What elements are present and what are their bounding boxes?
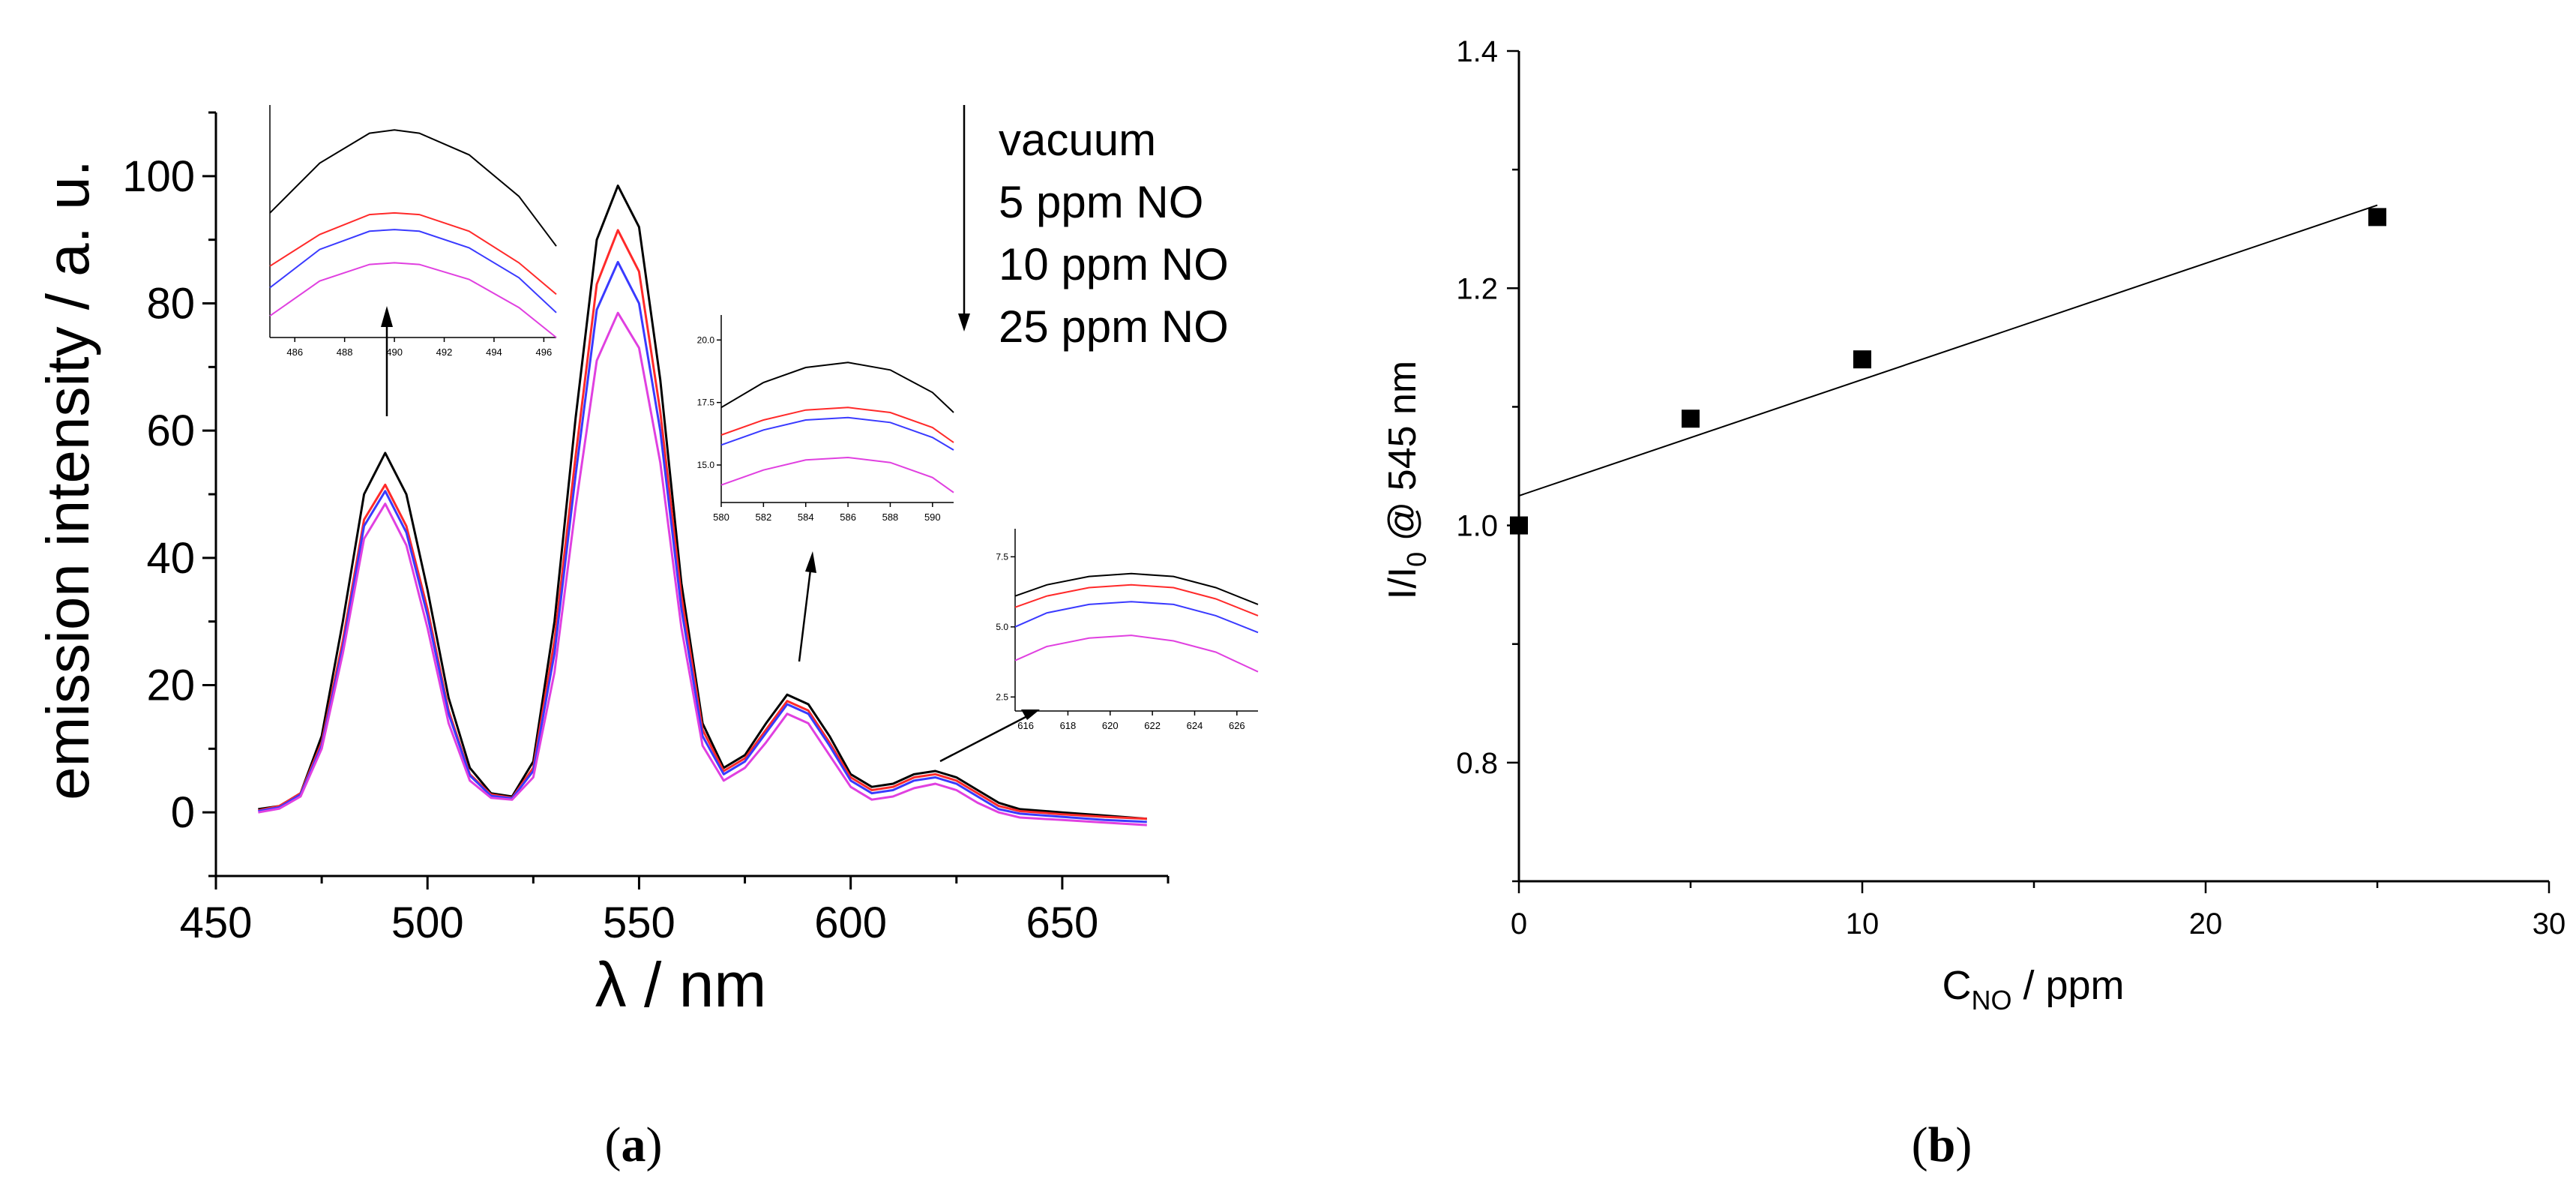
inset-3: 616 618 620 622 624 626 2.5 5.0 7.5 [996,529,1259,731]
inset-series-line-3 [269,262,557,338]
inset-x-tick-label: 618 [1060,720,1077,731]
panel-b-axes: 0 10 20 30 0.8 1.0 1.2 1.4 [1456,35,2566,940]
a-y-tick-label: 40 [146,534,195,583]
panel-a-series [258,184,1147,826]
b-data-point [1510,516,1528,535]
inset-x-tick-label: 492 [436,346,453,358]
b-x-tick-label: 0 [1511,908,1527,940]
inset-y-tick-label: 17.5 [697,398,715,408]
inset-series-line-1 [269,212,557,296]
b-y-tick-label: 1.2 [1456,272,1498,305]
b-fit-line [1518,204,2378,496]
inset2-pointer-line [798,569,812,662]
inset-series-line-2 [269,229,557,314]
panel-b: 0 10 20 30 0.8 1.0 1.2 1.4 CNO / ppm I/I0 @ 545… [1381,35,2566,1172]
inset-x-tick-label: 582 [756,512,772,523]
inset-x-tick-label: 488 [337,346,353,358]
inset-x-tick-label: 590 [924,512,941,523]
inset-2: 580 582 584 586 588 590 15.0 17.5 20.0 [697,315,954,523]
inset-series-line-3 [720,456,954,494]
inset-series-line-3 [1014,634,1259,673]
a-series-line-1 [258,229,1147,820]
inset-pointer-arrows [381,306,1040,763]
inset3-pointer-line [939,715,1028,763]
inset-y-tick-label: 5.0 [996,622,1008,632]
panel-b-xlabel: CNO / ppm [1942,963,2124,1016]
inset-y-tick-label: 20.0 [697,334,715,345]
a-series-line-0 [258,184,1147,820]
legend-item-5ppm: 5 ppm NO [999,177,1203,227]
inset-series-line-2 [1014,601,1259,634]
b-data-point [1682,410,1700,428]
b-y-tick-label: 0.8 [1456,747,1498,780]
inset-x-tick-label: 624 [1187,720,1203,731]
a-series-line-2 [258,260,1147,824]
a-series-line-3 [258,311,1147,826]
inset2-arrow-up-icon [805,551,816,573]
b-x-tick-label: 10 [1846,908,1880,940]
inset-x-tick-label: 494 [486,346,502,358]
inset-x-tick-label: 580 [713,512,729,523]
b-data-point [1853,350,1871,369]
a-x-tick-label: 450 [180,898,253,947]
inset-x-tick-label: 490 [386,346,403,358]
a-x-tick-label: 500 [391,898,464,947]
b-data-point [2368,208,2386,226]
a-x-tick-label: 550 [603,898,675,947]
panel-a-axes: 450 500 550 600 650 0 20 40 60 80 100 [122,111,1170,947]
legend-arrow-down-icon [958,314,970,332]
inset-series-line-0 [269,129,557,247]
panel-a-insets: 486 488 490 492 494 496 580 582 584 586 588 590 15.0… [269,105,1259,731]
inset-x-tick-label: 584 [798,512,814,523]
inset-y-tick-label: 15.0 [697,460,715,470]
panel-a: 450 500 550 600 650 0 20 40 60 80 100 λ / nm emiss… [34,105,1259,1172]
legend-item-10ppm: 10 ppm NO [999,239,1229,290]
b-x-tick-label: 30 [2533,908,2566,940]
a-y-tick-label: 20 [146,662,195,710]
b-y-tick-label: 1.0 [1456,510,1498,543]
a-x-tick-label: 650 [1026,898,1098,947]
caption-a: (a) [605,1118,663,1172]
b-y-tick-label: 1.4 [1456,35,1498,68]
legend-item-25ppm: 25 ppm NO [999,302,1229,352]
a-y-tick-label: 60 [146,406,195,455]
panel-a-ylabel: emission intensity / a. u. [34,160,101,800]
inset-1: 486 488 490 492 494 496 [269,105,557,358]
a-y-tick-label: 80 [146,280,195,328]
inset-x-tick-label: 496 [536,346,553,358]
legend-item-vacuum: vacuum [999,115,1156,165]
inset-series-line-0 [1014,572,1259,605]
inset-series-line-2 [720,416,954,451]
inset-x-tick-label: 588 [882,512,899,523]
a-x-tick-label: 600 [814,898,887,947]
a-y-tick-label: 100 [122,152,195,201]
inset-x-tick-label: 622 [1144,720,1161,731]
caption-b: (b) [1912,1118,1972,1172]
panel-b-ylabel: I/I0 @ 545 nm [1381,361,1432,600]
a-y-tick-label: 0 [171,788,195,837]
inset-series-line-1 [720,406,954,443]
inset-x-tick-label: 616 [1017,720,1034,731]
panel-a-legend: vacuum 5 ppm NO 10 ppm NO 25 ppm NO [958,105,1229,352]
inset-x-tick-label: 586 [840,512,856,523]
panel-b-plot [1510,204,2386,535]
inset1-arrow-up-icon [381,306,393,327]
inset-series-line-0 [720,362,954,413]
inset-series-line-1 [1014,584,1259,616]
inset-y-tick-label: 7.5 [996,551,1008,562]
inset-x-tick-label: 626 [1229,720,1245,731]
inset-x-tick-label: 620 [1102,720,1119,731]
inset-x-tick-label: 486 [286,346,303,358]
panel-a-xlabel: λ / nm [595,950,767,1020]
b-x-tick-label: 20 [2189,908,2223,940]
inset-y-tick-label: 2.5 [996,692,1008,702]
